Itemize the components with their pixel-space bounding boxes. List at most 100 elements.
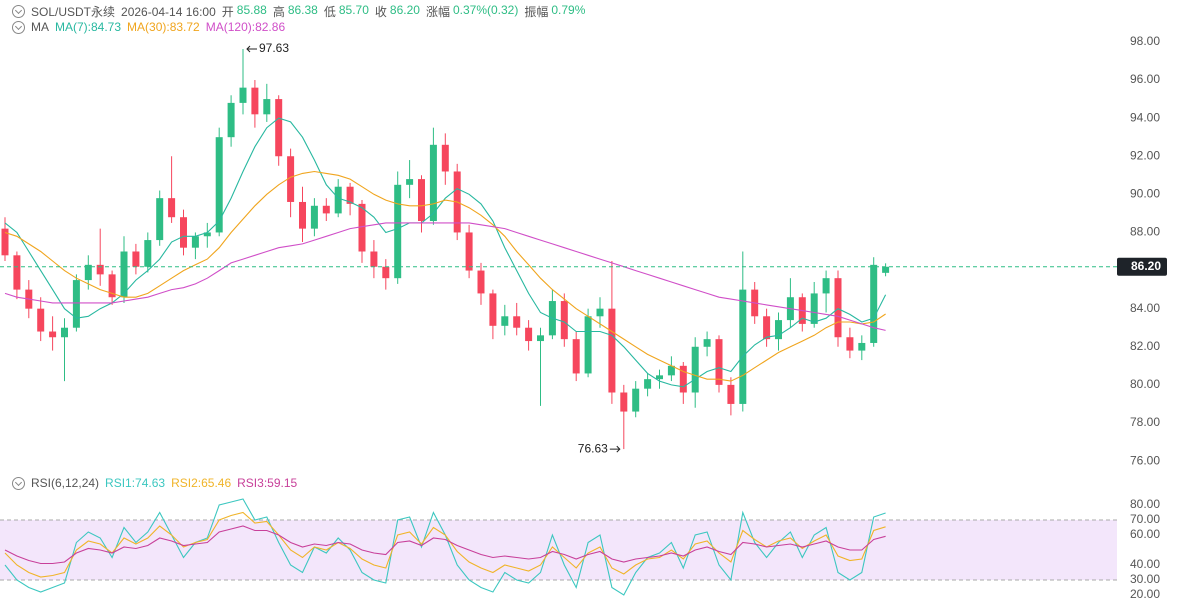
y-tick-label: 80.00 [1130, 497, 1160, 511]
field-value: 86.20 [389, 3, 420, 17]
field-value: 85.88 [236, 3, 267, 17]
candle-body [1, 228, 9, 256]
last-price-label: 86.20 [1131, 259, 1161, 273]
y-tick-label: 90.00 [1130, 187, 1160, 201]
y-tick-label: 40.00 [1130, 557, 1160, 571]
candle-body [560, 301, 568, 340]
y-tick-label: 80.00 [1130, 377, 1160, 391]
candle-body [465, 232, 473, 271]
legend-entry: MA(30):83.72 [127, 20, 200, 34]
legend-entry: RSI1:74.63 [105, 476, 166, 490]
candle-body [775, 320, 782, 340]
field-label: 涨幅 [425, 5, 450, 19]
candle-body [120, 251, 128, 298]
candle-body [108, 274, 116, 298]
field-label: 高 [272, 5, 285, 19]
candle-body [584, 316, 592, 374]
candle-body [180, 217, 187, 248]
field: 低 85.70 [324, 3, 369, 20]
candle-body [763, 316, 771, 340]
candle-body [703, 339, 711, 347]
legend-entry: MA(120):82.86 [205, 20, 286, 34]
candle-body [727, 384, 735, 404]
candle-body [608, 308, 616, 393]
candle-body [739, 289, 747, 404]
y-tick-label: 94.00 [1130, 110, 1160, 124]
collapse-icon[interactable] [12, 476, 25, 490]
series-line [4, 117, 887, 388]
candle-body [441, 144, 449, 172]
collapse-icon[interactable] [12, 20, 25, 34]
y-tick-label: 82.00 [1130, 339, 1160, 353]
field: 收 86.20 [375, 3, 420, 20]
field-label: 低 [323, 5, 336, 19]
candle-body [406, 179, 414, 185]
candle-body [144, 240, 152, 267]
rsi-legend: RSI(6,12,24) RSI1:74.63 RSI2:65.46 RSI3:59… [12, 476, 297, 490]
candle-body [596, 308, 604, 317]
y-tick-label: 30.00 [1130, 572, 1160, 586]
legend-entry: RSI3:59.15 [237, 476, 298, 490]
candle-body [84, 264, 92, 281]
y-tick-label: 98.00 [1130, 34, 1160, 48]
candle-body [227, 102, 235, 138]
candle-body [168, 198, 176, 218]
candle-body [656, 375, 663, 380]
y-tick-label: 84.00 [1130, 301, 1160, 315]
candle-body [215, 137, 223, 233]
candle-body [418, 179, 425, 222]
header: SOL/USDT永续 2026-04-14 16:00 开 85.88 高 86.38… [12, 3, 585, 20]
field-value: 85.70 [338, 3, 369, 17]
y-tick-label: 20.00 [1130, 587, 1160, 601]
candle-body [667, 365, 675, 376]
candle-body [846, 337, 854, 351]
legend-title: RSI(6,12,24) [31, 476, 100, 490]
candle-body [679, 365, 687, 393]
series-line [4, 511, 886, 578]
candle-body [501, 316, 509, 326]
collapse-icon[interactable] [12, 5, 25, 18]
candle-body [620, 392, 628, 412]
y-tick-label: 78.00 [1130, 415, 1160, 429]
field: 高 86.38 [273, 3, 318, 20]
candle-body [132, 251, 140, 267]
candle-body [251, 87, 259, 115]
y-tick-label: 92.00 [1130, 148, 1160, 162]
y-tick-label: 88.00 [1130, 225, 1160, 239]
legend-entry: RSI2:65.46 [171, 476, 232, 490]
field-value: 0.79% [551, 3, 586, 17]
candle-body [632, 388, 640, 412]
min-label: 76.63 [578, 441, 608, 455]
candle-body [13, 255, 21, 290]
candle-body [513, 316, 521, 328]
candle-body [715, 339, 723, 385]
candle-body [96, 264, 104, 275]
datetime: 2026-04-14 16:00 [121, 4, 216, 19]
ma-legend: MA MA(7):84.73 MA(30):83.72 MA(120):82.86 [12, 20, 285, 34]
candle-body [310, 205, 318, 229]
arrow [246, 45, 257, 53]
candle-body [429, 144, 437, 222]
candle-body [72, 280, 80, 328]
candle-body [489, 293, 497, 326]
y-tick-label: 96.00 [1130, 72, 1160, 86]
series-line [4, 525, 886, 565]
candle-body [525, 327, 533, 342]
candle-body [477, 270, 485, 294]
candle-body [322, 205, 330, 214]
candle-body [882, 266, 890, 273]
candle-body [822, 278, 830, 294]
candle-body [287, 156, 295, 202]
field: 开 85.88 [222, 3, 267, 20]
candle-body [644, 379, 652, 389]
field-label: 收 [374, 5, 387, 19]
candle-body [239, 87, 247, 103]
legend-title: MA [31, 20, 49, 34]
series-line [4, 170, 886, 382]
candle-body [394, 184, 402, 279]
candle-body [275, 99, 283, 157]
field: 振幅 0.79% [524, 3, 585, 20]
symbol: SOL/USDT永续 [31, 5, 116, 19]
max-label: 97.63 [259, 41, 289, 55]
